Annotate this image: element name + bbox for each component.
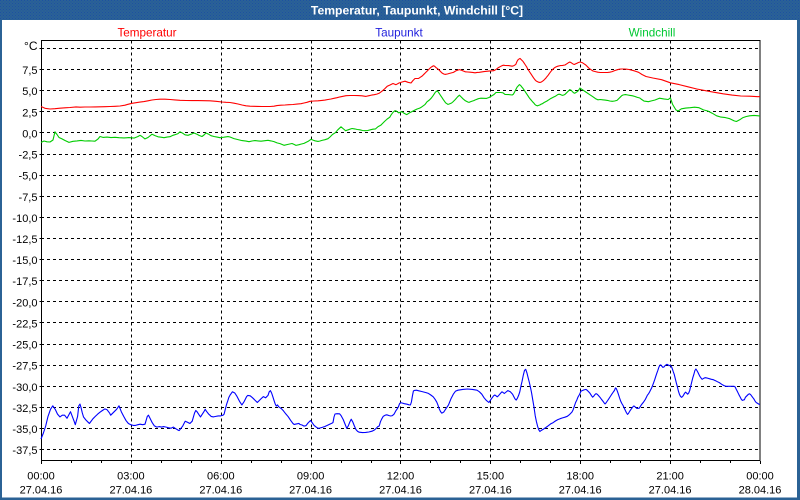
svg-text:27.04.16: 27.04.16 [199, 484, 242, 496]
svg-text:00:00: 00:00 [746, 471, 774, 483]
svg-text:27.04.16: 27.04.16 [20, 484, 63, 496]
svg-text:28.04.16: 28.04.16 [739, 484, 782, 496]
svg-text:-7,5: -7,5 [19, 192, 38, 204]
svg-text:21:00: 21:00 [656, 471, 684, 483]
svg-text:Temperatur: Temperatur [117, 26, 176, 39]
svg-text:Temperatur, Taupunkt, Windchil: Temperatur, Taupunkt, Windchill [°C] [311, 4, 523, 18]
svg-text:Windchill: Windchill [629, 26, 676, 39]
svg-text:03:00: 03:00 [117, 471, 145, 483]
svg-text:27.04.16: 27.04.16 [379, 484, 422, 496]
svg-text:-25,0: -25,0 [12, 340, 37, 352]
svg-text:06:00: 06:00 [207, 471, 235, 483]
svg-text:27.04.16: 27.04.16 [469, 484, 512, 496]
svg-text:-37,5: -37,5 [12, 445, 37, 457]
svg-text:12:00: 12:00 [387, 471, 415, 483]
svg-text:0,0: 0,0 [22, 128, 37, 140]
svg-text:-12,5: -12,5 [12, 234, 37, 246]
svg-text:15:00: 15:00 [477, 471, 505, 483]
svg-text:18:00: 18:00 [566, 471, 594, 483]
svg-text:-5,0: -5,0 [19, 171, 38, 183]
svg-text:Taupunkt: Taupunkt [375, 26, 423, 39]
svg-text:27.04.16: 27.04.16 [559, 484, 602, 496]
svg-text:-17,5: -17,5 [12, 276, 37, 288]
svg-text:00:00: 00:00 [27, 471, 55, 483]
svg-text:7,5: 7,5 [22, 65, 37, 77]
svg-text:-30,0: -30,0 [12, 382, 37, 394]
svg-text:-32,5: -32,5 [12, 403, 37, 415]
svg-text:27.04.16: 27.04.16 [649, 484, 692, 496]
svg-text:-27,5: -27,5 [12, 361, 37, 373]
svg-text:-10,0: -10,0 [12, 213, 37, 225]
svg-text:-2,5: -2,5 [19, 150, 38, 162]
svg-text:27.04.16: 27.04.16 [289, 484, 332, 496]
svg-text:5,0: 5,0 [22, 86, 37, 98]
svg-text:27.04.16: 27.04.16 [109, 484, 152, 496]
svg-text:-35,0: -35,0 [12, 424, 37, 436]
svg-text:09:00: 09:00 [297, 471, 325, 483]
svg-text:-20,0: -20,0 [12, 297, 37, 309]
svg-text:-22,5: -22,5 [12, 318, 37, 330]
svg-text:2,5: 2,5 [22, 107, 37, 119]
svg-text:-15,0: -15,0 [12, 255, 37, 267]
svg-text:°C: °C [24, 39, 38, 53]
